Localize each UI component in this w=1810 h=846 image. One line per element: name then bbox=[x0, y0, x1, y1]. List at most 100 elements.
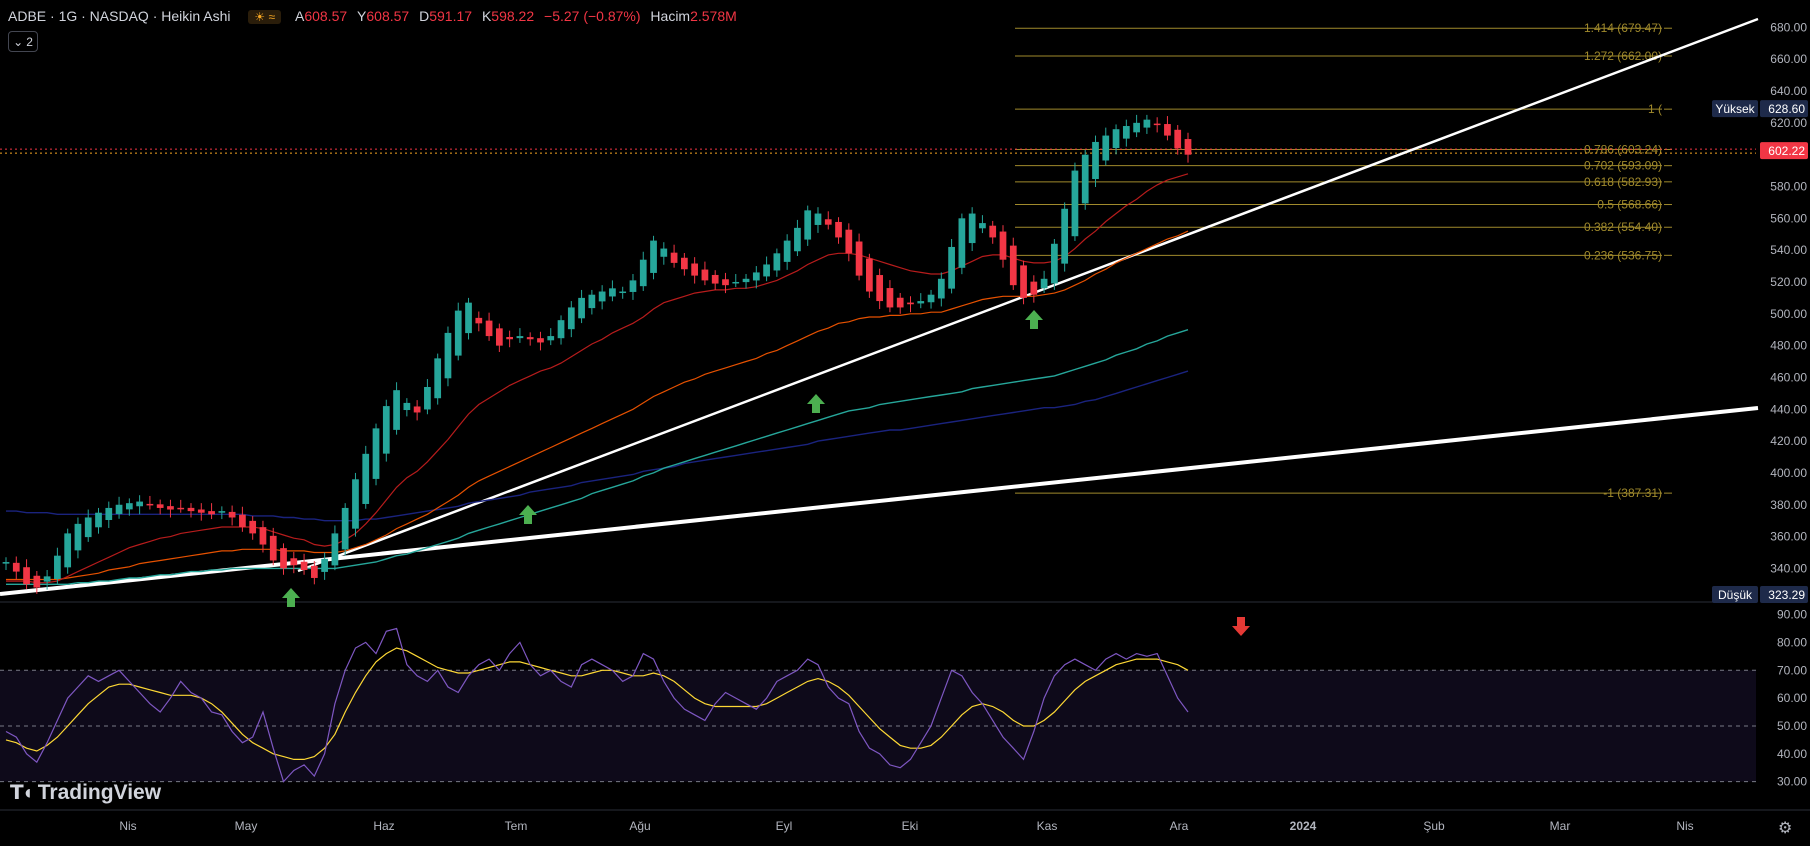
fib-level-label: 1.414 (679.47) bbox=[1584, 21, 1662, 35]
price-tick-label: 540.00 bbox=[1770, 243, 1807, 257]
low-value: 591.17 bbox=[429, 8, 473, 24]
price-tag-label-box bbox=[1712, 586, 1758, 603]
candle-body bbox=[454, 310, 462, 356]
candle-body bbox=[691, 263, 699, 276]
candle-body bbox=[1184, 139, 1192, 155]
candle-body bbox=[269, 535, 277, 561]
symbol-title[interactable]: ADBE · 1G · NASDAQ · Heikin Ashi bbox=[8, 8, 231, 24]
price-tick-label: 580.00 bbox=[1770, 179, 1807, 193]
candle-body bbox=[1030, 281, 1038, 295]
tradingview-logo[interactable]: ꓔ◖ TradingView bbox=[10, 780, 161, 805]
candle-body bbox=[1061, 208, 1069, 264]
time-tick-label: Mar bbox=[1550, 819, 1571, 833]
candle-body bbox=[310, 565, 318, 578]
price-tick-label: 460.00 bbox=[1770, 370, 1807, 384]
candle-body bbox=[23, 567, 30, 585]
candle-body bbox=[609, 288, 616, 297]
candle-body bbox=[629, 280, 637, 292]
fib-level-label: 0.786 (603.24) bbox=[1584, 143, 1662, 157]
candle-body bbox=[660, 248, 668, 257]
price-tick-label: 520.00 bbox=[1770, 275, 1807, 289]
candle-body bbox=[12, 562, 20, 572]
candle-body bbox=[218, 511, 226, 513]
candle-body bbox=[876, 275, 884, 302]
candle-body bbox=[537, 338, 544, 343]
candle-body bbox=[1020, 265, 1027, 298]
rsi-tick-label: 70.00 bbox=[1777, 663, 1807, 677]
candle-body bbox=[465, 302, 472, 334]
candle-body bbox=[280, 548, 287, 569]
rsi-band-fill bbox=[0, 670, 1756, 782]
candle-body bbox=[547, 336, 555, 341]
rsi-tick-label: 40.00 bbox=[1777, 747, 1807, 761]
market-status-badge[interactable]: ☀ ≈ bbox=[248, 10, 282, 24]
candle-body bbox=[403, 402, 411, 411]
price-tick-label: 400.00 bbox=[1770, 466, 1807, 480]
candle-body bbox=[701, 269, 709, 281]
candle-body bbox=[1102, 135, 1110, 161]
candle-body bbox=[105, 507, 113, 521]
rsi-pane: 30.00 40.00 50.00 60.00 70.00 80.00 90.00 bbox=[0, 608, 1807, 789]
candle-body bbox=[156, 504, 164, 508]
candle-body bbox=[1081, 154, 1089, 204]
price-tick-label: 660.00 bbox=[1770, 52, 1807, 66]
ema200-line bbox=[6, 370, 1189, 522]
time-tick-label: Tem bbox=[505, 819, 528, 833]
candle-body bbox=[74, 523, 82, 551]
candle-body bbox=[578, 297, 585, 319]
fib-level-label: 0.5 (568.66) bbox=[1597, 198, 1662, 212]
ema100-line bbox=[6, 329, 1189, 585]
candle-body bbox=[948, 246, 955, 289]
candle-body bbox=[362, 453, 370, 504]
time-tick-label: Ara bbox=[1170, 819, 1189, 833]
rsi-tick-label: 80.00 bbox=[1777, 635, 1807, 649]
up-arrow-icon bbox=[1025, 310, 1043, 329]
time-tick-label: May bbox=[235, 819, 258, 833]
candle-body bbox=[794, 227, 801, 252]
high-label: Y bbox=[357, 8, 367, 24]
candle-body bbox=[1009, 245, 1017, 286]
candle-body bbox=[197, 509, 205, 513]
volume-value: 2.578M bbox=[690, 8, 737, 24]
candle-body bbox=[424, 387, 431, 410]
up-arrow-icon bbox=[807, 394, 825, 413]
price-tick-label: 480.00 bbox=[1770, 339, 1807, 353]
candle-body bbox=[588, 294, 596, 309]
candle-body bbox=[989, 225, 997, 238]
candle-body bbox=[228, 511, 236, 518]
candle-body bbox=[1112, 129, 1120, 149]
candle-body bbox=[804, 210, 812, 240]
price-tick-label: 640.00 bbox=[1770, 84, 1807, 98]
price-tick-label: 340.00 bbox=[1770, 561, 1807, 575]
gear-icon[interactable]: ⚙ bbox=[1778, 820, 1793, 837]
price-axis: 340.00 360.00 380.00 400.00 420.00 440.00 460.… bbox=[1712, 20, 1808, 603]
indicators-toggle-button[interactable]: ⌄ 2 bbox=[8, 31, 38, 52]
candle-body bbox=[711, 274, 719, 284]
time-tick-label: Kas bbox=[1037, 819, 1058, 833]
candle-body bbox=[732, 281, 740, 284]
candle-body bbox=[95, 512, 102, 528]
candle-body bbox=[495, 328, 503, 346]
candle-body bbox=[886, 288, 894, 308]
candle-body bbox=[722, 279, 729, 286]
candle-body bbox=[1174, 129, 1182, 149]
ema50-line bbox=[6, 230, 1189, 581]
candle-body bbox=[773, 253, 781, 271]
chevron-down-icon: ⌄ bbox=[13, 34, 24, 49]
candle-body bbox=[249, 520, 257, 534]
price-tag-box bbox=[1760, 142, 1808, 160]
candle-body bbox=[999, 231, 1007, 260]
candle-body bbox=[413, 406, 421, 413]
candle-body bbox=[958, 218, 966, 268]
candle-body bbox=[321, 558, 328, 572]
rsi-tick-label: 30.00 bbox=[1777, 775, 1807, 789]
fib-level-label: -1 (387.31) bbox=[1603, 486, 1662, 500]
ema20-line bbox=[6, 173, 1189, 584]
time-tick-label: Şub bbox=[1423, 819, 1445, 833]
open-label: A bbox=[294, 8, 305, 24]
candle-body bbox=[937, 278, 945, 299]
price-tick-label: 380.00 bbox=[1770, 498, 1807, 512]
candle-body bbox=[763, 264, 770, 277]
